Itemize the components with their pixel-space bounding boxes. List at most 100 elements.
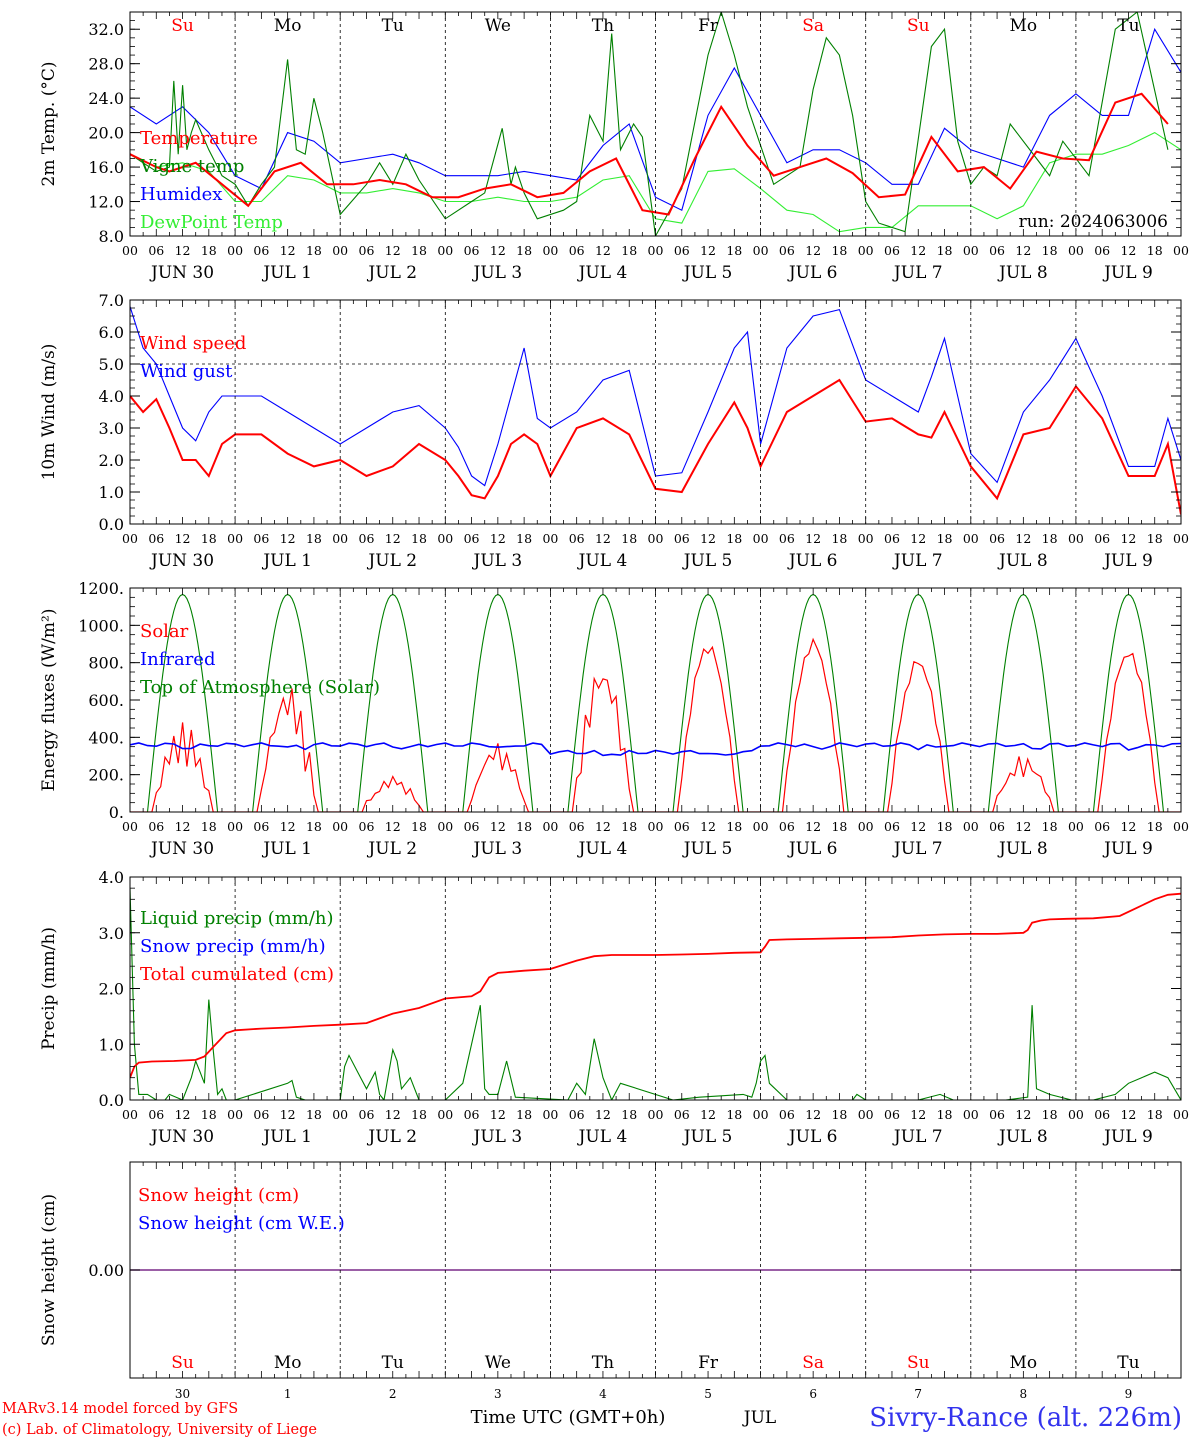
x-date-label: JUL 6 (787, 1127, 838, 1147)
x-hour-label: 12 (490, 531, 506, 546)
x-hour-label: 06 (989, 819, 1005, 834)
x-hour-label: 18 (1042, 243, 1058, 258)
x-hour-label: 12 (595, 531, 611, 546)
x-date-label: JUL 4 (577, 551, 628, 571)
x-hour-label: 06 (884, 531, 900, 546)
x-hour-label: 18 (726, 819, 742, 834)
y-axis-label: Snow height (cm) (39, 1194, 59, 1346)
x-hour-label: 12 (595, 1107, 611, 1122)
x-hour-label: 06 (148, 819, 164, 834)
x-date-label: JUL 2 (366, 551, 417, 571)
x-hour-label: 00 (1068, 243, 1084, 258)
x-hour-label: 00 (1068, 1107, 1084, 1122)
x-hour-label: 18 (1147, 1107, 1163, 1122)
x-hour-label: 00 (1068, 531, 1084, 546)
x-hour-label: 00 (858, 1107, 874, 1122)
y-tick-label: 7.0 (99, 291, 124, 310)
x-hour-label: 12 (700, 819, 716, 834)
x-hour-label: 12 (1120, 1107, 1136, 1122)
x-hour-label: 12 (805, 1107, 821, 1122)
x-hour-label: 18 (201, 819, 217, 834)
weekday-label: Fr (698, 16, 719, 36)
day-number-label: 8 (1020, 1387, 1028, 1401)
x-hour-label: 00 (858, 531, 874, 546)
y-tick-label: 28.0 (88, 55, 124, 74)
y-tick-label: 4.0 (99, 868, 124, 887)
series-solar (130, 637, 1181, 812)
x-date-label: JUL 1 (261, 1127, 312, 1147)
y-tick-label: 4.0 (99, 387, 124, 406)
x-hour-label: 18 (831, 531, 847, 546)
x-hour-label: 18 (1042, 1107, 1058, 1122)
weekday-label: Mo (1010, 1353, 1038, 1373)
x-hour-label: 18 (726, 531, 742, 546)
x-hour-label: 06 (359, 531, 375, 546)
x-date-label: JUL 8 (997, 551, 1048, 571)
day-number-label: 30 (175, 1387, 190, 1401)
x-date-label: JUL 6 (787, 839, 838, 859)
y-tick-label: 600. (88, 691, 124, 710)
y-tick-label: 400. (88, 728, 124, 747)
x-date-label: JUL 3 (472, 839, 523, 859)
x-date-label: JUL 6 (787, 551, 838, 571)
legend-entry: Temperature (140, 128, 258, 149)
legend-entry: Snow height (cm) (138, 1185, 299, 1206)
x-date-label: JUL 1 (261, 551, 312, 571)
x-date-label: JUL 5 (682, 551, 733, 571)
y-tick-label: 2.0 (99, 451, 124, 470)
y-tick-label: 1000. (78, 616, 124, 635)
x-hour-label: 18 (831, 819, 847, 834)
x-hour-label: 06 (1094, 243, 1110, 258)
y-tick-label: 32.0 (88, 20, 124, 39)
y-tick-label: 12.0 (88, 193, 124, 212)
x-date-label: JUL 4 (577, 1127, 628, 1147)
x-hour-label: 00 (122, 531, 138, 546)
x-hour-label: 06 (779, 1107, 795, 1122)
x-hour-label: 06 (884, 819, 900, 834)
x-hour-label: 00 (648, 1107, 664, 1122)
y-tick-label: 800. (88, 654, 124, 673)
x-hour-label: 12 (1120, 531, 1136, 546)
x-hour-label: 12 (910, 243, 926, 258)
legend-entry: Snow precip (mm/h) (140, 936, 326, 957)
y-tick-label: 200. (88, 766, 124, 785)
x-date-label: JUN 30 (149, 839, 214, 859)
x-hour-label: 06 (359, 819, 375, 834)
x-hour-label: 06 (148, 243, 164, 258)
x-date-label: JUL 8 (997, 1127, 1048, 1147)
meteogram-panels: 8.012.016.020.024.028.032.02m Temp. (°C)… (39, 11, 1189, 1401)
x-hour-label: 18 (831, 1107, 847, 1122)
x-hour-label: 06 (253, 819, 269, 834)
x-date-label: JUN 30 (149, 263, 214, 283)
x-hour-label: 06 (674, 531, 690, 546)
x-date-label: JUL 3 (472, 551, 523, 571)
x-hour-label: 00 (437, 1107, 453, 1122)
y-tick-label: 5.0 (99, 355, 124, 374)
x-date-label: JUL 3 (472, 1127, 523, 1147)
x-hour-label: 18 (411, 531, 427, 546)
series-humidex (130, 27, 1181, 211)
x-hour-label: 06 (464, 1107, 480, 1122)
x-date-label: JUL 9 (1102, 839, 1153, 859)
y-tick-label: 3.0 (99, 419, 124, 438)
x-hour-label: 06 (148, 1107, 164, 1122)
y-tick-label: 0.0 (99, 515, 124, 534)
x-hour-label: 00 (753, 819, 769, 834)
x-date-label: JUN 30 (149, 1127, 214, 1147)
x-hour-label: 12 (700, 1107, 716, 1122)
x-hour-label: 06 (569, 531, 585, 546)
x-hour-label: 12 (490, 243, 506, 258)
x-hour-label: 12 (700, 531, 716, 546)
x-hour-label: 12 (1015, 819, 1031, 834)
x-hour-label: 00 (437, 243, 453, 258)
x-hour-label: 06 (779, 819, 795, 834)
y-axis-label: Energy fluxes (W/m²) (39, 609, 59, 792)
x-hour-label: 00 (858, 243, 874, 258)
x-hour-label: 12 (490, 819, 506, 834)
y-tick-label: 16.0 (88, 158, 124, 177)
x-hour-label: 18 (621, 1107, 637, 1122)
weekday-label: Mo (1010, 16, 1038, 36)
y-tick-label: 2.0 (99, 980, 124, 999)
x-date-label: JUL 9 (1102, 1127, 1153, 1147)
x-date-label: JUN 30 (149, 551, 214, 571)
